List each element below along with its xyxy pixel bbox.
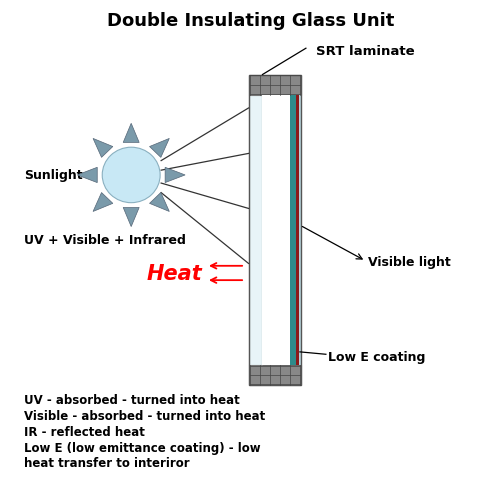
Bar (262, 96, 290, 365)
Bar (290, 96, 296, 365)
Text: UV + Visible + Infrared: UV + Visible + Infrared (24, 233, 185, 247)
Text: SRT laminate: SRT laminate (315, 45, 414, 58)
Text: Visible light: Visible light (368, 255, 450, 268)
Polygon shape (165, 168, 185, 183)
Text: Visible - absorbed - turned into heat: Visible - absorbed - turned into heat (24, 409, 265, 422)
Polygon shape (93, 193, 113, 212)
Text: UV - absorbed - turned into heat: UV - absorbed - turned into heat (24, 394, 239, 407)
Text: Sunlight: Sunlight (24, 169, 82, 182)
Polygon shape (77, 168, 97, 183)
Bar (248, 96, 262, 365)
Polygon shape (149, 193, 169, 212)
Polygon shape (123, 124, 139, 143)
Text: Low E coating: Low E coating (328, 350, 425, 363)
Bar (248, 365, 301, 385)
Circle shape (102, 148, 160, 203)
Polygon shape (123, 208, 139, 227)
Text: heat transfer to interiror: heat transfer to interiror (24, 456, 189, 469)
Polygon shape (149, 139, 169, 158)
Text: Double Insulating Glass Unit: Double Insulating Glass Unit (107, 12, 394, 30)
Text: IR - reflected heat: IR - reflected heat (24, 425, 144, 438)
Bar (296, 96, 298, 365)
Bar (248, 75, 301, 96)
Bar (298, 96, 301, 365)
Bar (248, 75, 301, 385)
Text: Heat: Heat (146, 264, 201, 283)
Text: Low E (low emittance coating) - low: Low E (low emittance coating) - low (24, 441, 260, 454)
Polygon shape (93, 139, 113, 158)
